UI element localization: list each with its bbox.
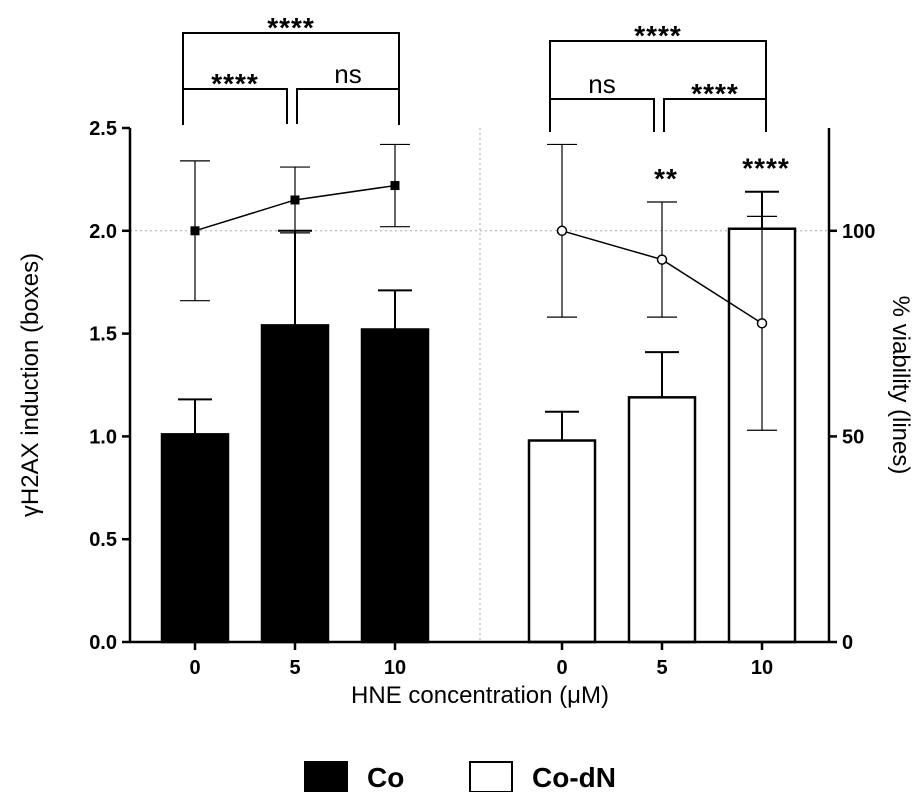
line-point bbox=[190, 226, 200, 236]
point-significance-label: **** bbox=[742, 153, 790, 184]
significance-label-ns: ns bbox=[334, 59, 361, 89]
significance-bracket bbox=[549, 40, 767, 131]
y-axis-title: γH2AX induction (boxes) bbox=[17, 253, 44, 517]
significance-bracket bbox=[296, 88, 400, 124]
significance-bracket bbox=[182, 88, 288, 124]
bar bbox=[627, 396, 697, 644]
y-tick-label: 1.0 bbox=[89, 426, 117, 448]
y2-tick-label: 50 bbox=[842, 426, 864, 448]
line-point bbox=[656, 254, 668, 265]
legend-label: Co-dN bbox=[532, 762, 616, 792]
y-tick-label: 0.0 bbox=[89, 632, 117, 654]
gridlines bbox=[130, 128, 829, 642]
significance-annotations: ******** ns****ns ****** **** bbox=[182, 12, 790, 194]
bar bbox=[360, 328, 430, 644]
significance-bracket bbox=[549, 98, 655, 132]
x-tick-label: 5 bbox=[289, 657, 300, 679]
legend-swatch bbox=[304, 761, 348, 792]
bar bbox=[527, 439, 597, 644]
y2-tick-label: 0 bbox=[842, 632, 853, 654]
y-tick-label: 0.5 bbox=[89, 529, 117, 551]
y2-axis-title: % viability (lines) bbox=[887, 296, 914, 475]
legend: Co Co-dN bbox=[304, 761, 616, 792]
significance-label-ns: ns bbox=[588, 69, 615, 99]
significance-label: **** bbox=[267, 12, 315, 43]
y-tick-label: 1.5 bbox=[89, 324, 117, 346]
line-point bbox=[756, 318, 768, 329]
point-significance-label: ** bbox=[654, 163, 678, 194]
significance-bracket bbox=[663, 98, 767, 132]
bar bbox=[160, 433, 230, 644]
significance-bracket bbox=[182, 32, 400, 125]
x-tick-label: 0 bbox=[556, 657, 567, 679]
significance-label: **** bbox=[211, 68, 259, 99]
y-tick-label: 2.0 bbox=[89, 221, 117, 243]
significance-label: **** bbox=[691, 78, 739, 109]
bars bbox=[160, 190, 797, 644]
line-point bbox=[556, 225, 568, 237]
x-tick-label: 10 bbox=[751, 657, 773, 679]
line-point bbox=[390, 181, 400, 191]
legend-label: Co bbox=[367, 762, 404, 792]
line-point bbox=[290, 195, 300, 205]
viability-lines bbox=[180, 143, 777, 431]
y2-tick-label: 100 bbox=[842, 221, 875, 243]
x-tick-label: 0 bbox=[189, 657, 200, 679]
significance-label: **** bbox=[634, 20, 682, 51]
legend-swatch bbox=[469, 761, 513, 792]
x-axis-title: HNE concentration (μM) bbox=[351, 682, 609, 709]
x-tick-label: 10 bbox=[384, 657, 406, 679]
bar bbox=[260, 324, 330, 644]
x-tick-label: 5 bbox=[656, 657, 667, 679]
y-tick-label: 2.5 bbox=[89, 118, 117, 140]
